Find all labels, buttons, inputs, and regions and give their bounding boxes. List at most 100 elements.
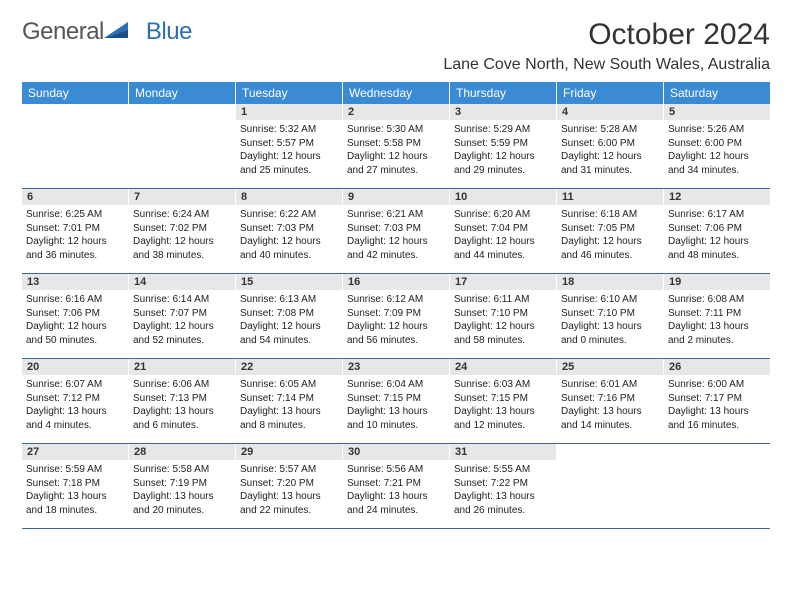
calendar-day-cell: 23Sunrise: 6:04 AMSunset: 7:15 PMDayligh… — [343, 359, 450, 443]
day-number: 18 — [557, 274, 663, 290]
day-number: 27 — [22, 444, 128, 460]
day-number: 17 — [450, 274, 556, 290]
calendar-day-cell: 31Sunrise: 5:55 AMSunset: 7:22 PMDayligh… — [450, 444, 557, 528]
day-details: Sunrise: 6:20 AMSunset: 7:04 PMDaylight:… — [450, 205, 556, 266]
calendar-day-cell: 22Sunrise: 6:05 AMSunset: 7:14 PMDayligh… — [236, 359, 343, 443]
day-details: Sunrise: 5:58 AMSunset: 7:19 PMDaylight:… — [129, 460, 235, 521]
day-details: Sunrise: 6:24 AMSunset: 7:02 PMDaylight:… — [129, 205, 235, 266]
weekday-header: Monday — [129, 82, 236, 104]
calendar-day-cell: 4Sunrise: 5:28 AMSunset: 6:00 PMDaylight… — [557, 104, 664, 188]
day-details: Sunrise: 6:08 AMSunset: 7:11 PMDaylight:… — [664, 290, 770, 351]
day-number: 3 — [450, 104, 556, 120]
calendar-day-cell: 6Sunrise: 6:25 AMSunset: 7:01 PMDaylight… — [22, 189, 129, 273]
day-number: 26 — [664, 359, 770, 375]
day-number: 10 — [450, 189, 556, 205]
day-details: Sunrise: 6:12 AMSunset: 7:09 PMDaylight:… — [343, 290, 449, 351]
calendar-day-cell: .. — [557, 444, 664, 528]
day-details: Sunrise: 5:59 AMSunset: 7:18 PMDaylight:… — [22, 460, 128, 521]
calendar-day-cell: 8Sunrise: 6:22 AMSunset: 7:03 PMDaylight… — [236, 189, 343, 273]
day-details: Sunrise: 5:26 AMSunset: 6:00 PMDaylight:… — [664, 120, 770, 181]
day-number: 29 — [236, 444, 342, 460]
calendar-day-cell: 7Sunrise: 6:24 AMSunset: 7:02 PMDaylight… — [129, 189, 236, 273]
weekday-header: Thursday — [450, 82, 557, 104]
day-details: Sunrise: 6:14 AMSunset: 7:07 PMDaylight:… — [129, 290, 235, 351]
brand-text-blue: Blue — [146, 18, 192, 46]
weekday-header: Wednesday — [343, 82, 450, 104]
calendar-day-cell: 24Sunrise: 6:03 AMSunset: 7:15 PMDayligh… — [450, 359, 557, 443]
weekday-header: Friday — [557, 82, 664, 104]
calendar-day-cell: 1Sunrise: 5:32 AMSunset: 5:57 PMDaylight… — [236, 104, 343, 188]
day-number: 6 — [22, 189, 128, 205]
calendar-container: SundayMondayTuesdayWednesdayThursdayFrid… — [22, 82, 770, 529]
page-header: General Blue October 2024 Lane Cove Nort… — [22, 18, 770, 74]
day-details: Sunrise: 6:17 AMSunset: 7:06 PMDaylight:… — [664, 205, 770, 266]
calendar-day-cell: 26Sunrise: 6:00 AMSunset: 7:17 PMDayligh… — [664, 359, 770, 443]
day-details: Sunrise: 5:30 AMSunset: 5:58 PMDaylight:… — [343, 120, 449, 181]
day-details: Sunrise: 6:13 AMSunset: 7:08 PMDaylight:… — [236, 290, 342, 351]
calendar-day-cell: 5Sunrise: 5:26 AMSunset: 6:00 PMDaylight… — [664, 104, 770, 188]
day-details: Sunrise: 6:06 AMSunset: 7:13 PMDaylight:… — [129, 375, 235, 436]
calendar-week-row: 6Sunrise: 6:25 AMSunset: 7:01 PMDaylight… — [22, 189, 770, 274]
weekday-header: Tuesday — [236, 82, 343, 104]
day-details: Sunrise: 6:00 AMSunset: 7:17 PMDaylight:… — [664, 375, 770, 436]
day-number: 7 — [129, 189, 235, 205]
day-details: Sunrise: 6:01 AMSunset: 7:16 PMDaylight:… — [557, 375, 663, 436]
day-number: 14 — [129, 274, 235, 290]
day-number: 21 — [129, 359, 235, 375]
calendar-day-cell: 11Sunrise: 6:18 AMSunset: 7:05 PMDayligh… — [557, 189, 664, 273]
brand-triangle-icon — [104, 20, 130, 45]
calendar-day-cell: 12Sunrise: 6:17 AMSunset: 7:06 PMDayligh… — [664, 189, 770, 273]
calendar-week-row: 13Sunrise: 6:16 AMSunset: 7:06 PMDayligh… — [22, 274, 770, 359]
calendar-day-cell: 28Sunrise: 5:58 AMSunset: 7:19 PMDayligh… — [129, 444, 236, 528]
day-details: Sunrise: 5:32 AMSunset: 5:57 PMDaylight:… — [236, 120, 342, 181]
day-number: 25 — [557, 359, 663, 375]
calendar-day-cell: .. — [664, 444, 770, 528]
day-number: 28 — [129, 444, 235, 460]
calendar-week-row: 27Sunrise: 5:59 AMSunset: 7:18 PMDayligh… — [22, 444, 770, 529]
day-number: 2 — [343, 104, 449, 120]
day-details: Sunrise: 6:11 AMSunset: 7:10 PMDaylight:… — [450, 290, 556, 351]
weekday-header: Sunday — [22, 82, 129, 104]
day-number: 20 — [22, 359, 128, 375]
calendar-header-row: SundayMondayTuesdayWednesdayThursdayFrid… — [22, 82, 770, 104]
day-details: Sunrise: 6:22 AMSunset: 7:03 PMDaylight:… — [236, 205, 342, 266]
calendar-week-row: ....1Sunrise: 5:32 AMSunset: 5:57 PMDayl… — [22, 104, 770, 189]
day-details: Sunrise: 5:55 AMSunset: 7:22 PMDaylight:… — [450, 460, 556, 521]
calendar-day-cell: 2Sunrise: 5:30 AMSunset: 5:58 PMDaylight… — [343, 104, 450, 188]
day-number: 16 — [343, 274, 449, 290]
day-details: Sunrise: 6:03 AMSunset: 7:15 PMDaylight:… — [450, 375, 556, 436]
title-block: October 2024 Lane Cove North, New South … — [443, 18, 770, 74]
day-details: Sunrise: 5:57 AMSunset: 7:20 PMDaylight:… — [236, 460, 342, 521]
brand-logo: General Blue — [22, 18, 192, 46]
calendar-day-cell: 21Sunrise: 6:06 AMSunset: 7:13 PMDayligh… — [129, 359, 236, 443]
calendar-day-cell: 13Sunrise: 6:16 AMSunset: 7:06 PMDayligh… — [22, 274, 129, 358]
day-number: 31 — [450, 444, 556, 460]
day-number: 8 — [236, 189, 342, 205]
calendar-day-cell: 10Sunrise: 6:20 AMSunset: 7:04 PMDayligh… — [450, 189, 557, 273]
day-number: 30 — [343, 444, 449, 460]
day-number: 11 — [557, 189, 663, 205]
day-number: 4 — [557, 104, 663, 120]
day-number: 12 — [664, 189, 770, 205]
calendar-day-cell: 17Sunrise: 6:11 AMSunset: 7:10 PMDayligh… — [450, 274, 557, 358]
month-title: October 2024 — [443, 18, 770, 52]
calendar-day-cell: 14Sunrise: 6:14 AMSunset: 7:07 PMDayligh… — [129, 274, 236, 358]
brand-text-general: General — [22, 18, 104, 46]
day-number: 22 — [236, 359, 342, 375]
location-subtitle: Lane Cove North, New South Wales, Austra… — [443, 56, 770, 74]
day-details: Sunrise: 6:21 AMSunset: 7:03 PMDaylight:… — [343, 205, 449, 266]
calendar-day-cell: 15Sunrise: 6:13 AMSunset: 7:08 PMDayligh… — [236, 274, 343, 358]
day-details: Sunrise: 5:28 AMSunset: 6:00 PMDaylight:… — [557, 120, 663, 181]
day-number: 5 — [664, 104, 770, 120]
day-number: 15 — [236, 274, 342, 290]
calendar-day-cell: 25Sunrise: 6:01 AMSunset: 7:16 PMDayligh… — [557, 359, 664, 443]
calendar-day-cell: 18Sunrise: 6:10 AMSunset: 7:10 PMDayligh… — [557, 274, 664, 358]
calendar-day-cell: 19Sunrise: 6:08 AMSunset: 7:11 PMDayligh… — [664, 274, 770, 358]
day-number: 9 — [343, 189, 449, 205]
calendar-day-cell: 9Sunrise: 6:21 AMSunset: 7:03 PMDaylight… — [343, 189, 450, 273]
calendar-day-cell: 20Sunrise: 6:07 AMSunset: 7:12 PMDayligh… — [22, 359, 129, 443]
day-details: Sunrise: 5:56 AMSunset: 7:21 PMDaylight:… — [343, 460, 449, 521]
calendar-day-cell: .. — [22, 104, 129, 188]
calendar-week-row: 20Sunrise: 6:07 AMSunset: 7:12 PMDayligh… — [22, 359, 770, 444]
calendar-body: .... 1Sunrise: 5:32 AMSunset: 5:57 PMDayl… — [22, 104, 770, 529]
